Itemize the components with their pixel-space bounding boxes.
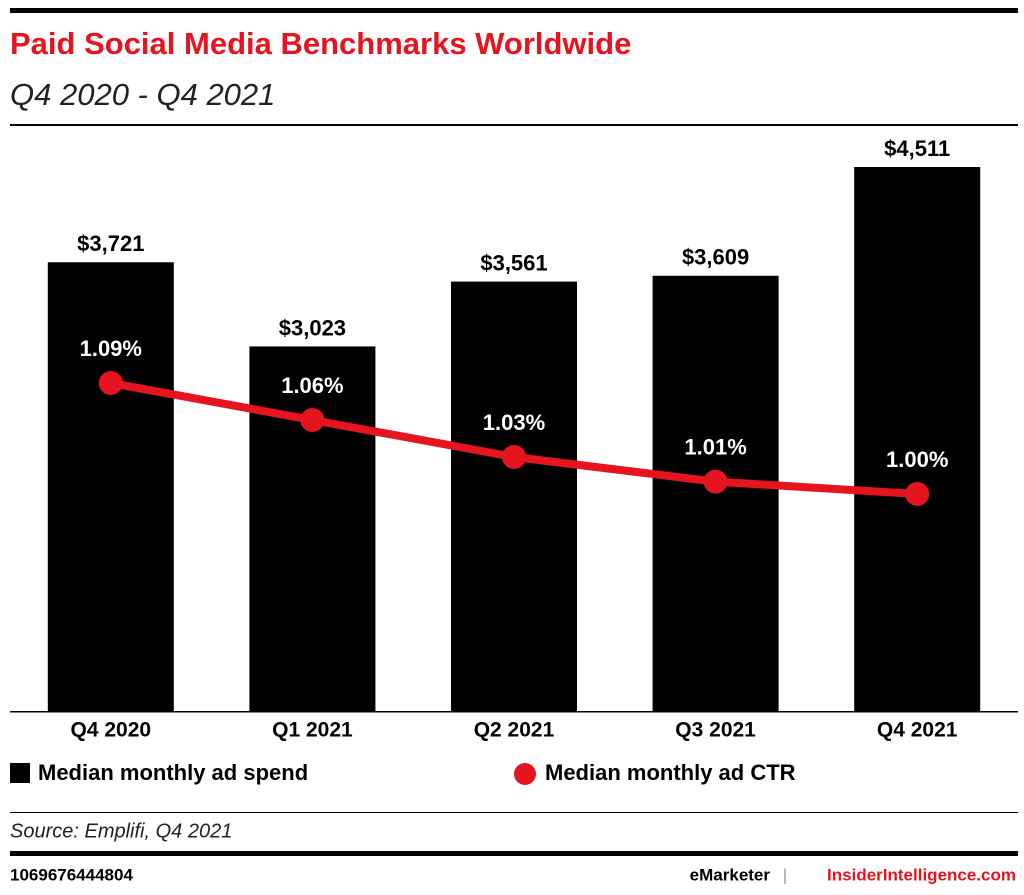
- x-tick-label: Q3 2021: [675, 719, 756, 742]
- legend-label: Median monthly ad spend: [38, 760, 308, 785]
- chart-subtitle: Q4 2020 - Q4 2021: [10, 77, 275, 112]
- brand: eMarketer: [690, 865, 771, 884]
- ctr-value-label: 1.03%: [483, 410, 545, 435]
- bar-value-label: $3,023: [279, 315, 346, 340]
- bar: [47, 262, 174, 711]
- x-tick-label: Q4 2021: [877, 719, 958, 742]
- footer-id: 1069676444804: [10, 865, 133, 884]
- top-rule: [10, 8, 1018, 13]
- header-rule: [10, 124, 1018, 126]
- ctr-point: [300, 408, 325, 433]
- x-tick-label: Q2 2021: [474, 719, 555, 742]
- legend-rule: [10, 812, 1018, 813]
- ctr-value-label: 1.00%: [886, 447, 948, 472]
- bar-value-label: $3,561: [480, 250, 547, 275]
- ctr-value-label: 1.09%: [80, 336, 142, 361]
- bar: [249, 346, 376, 711]
- ctr-value-label: 1.01%: [684, 434, 746, 459]
- chart-title: Paid Social Media Benchmarks Worldwide: [10, 26, 631, 61]
- x-tick-label: Q1 2021: [272, 719, 353, 742]
- legend-swatch: [514, 763, 536, 785]
- separator: |: [783, 865, 787, 884]
- ctr-point: [502, 445, 526, 470]
- ctr-value-label: 1.06%: [281, 373, 343, 398]
- site: InsiderIntelligence.com: [827, 865, 1016, 884]
- legend-swatch: [10, 763, 30, 783]
- baseline: [10, 711, 1018, 713]
- legend-label: Median monthly ad CTR: [545, 760, 796, 785]
- source: Source: Emplifi, Q4 2021: [10, 820, 232, 842]
- bar: [854, 167, 981, 711]
- x-tick-label: Q4 2020: [71, 719, 152, 742]
- ctr-point: [98, 371, 123, 396]
- ctr-point: [703, 469, 728, 494]
- bar-value-label: $3,609: [682, 245, 749, 270]
- ctr-point: [905, 482, 930, 506]
- footer-rule: [10, 851, 1018, 856]
- bar-value-label: $3,721: [77, 231, 144, 256]
- bar: [451, 281, 577, 711]
- bar-value-label: $4,511: [884, 136, 950, 161]
